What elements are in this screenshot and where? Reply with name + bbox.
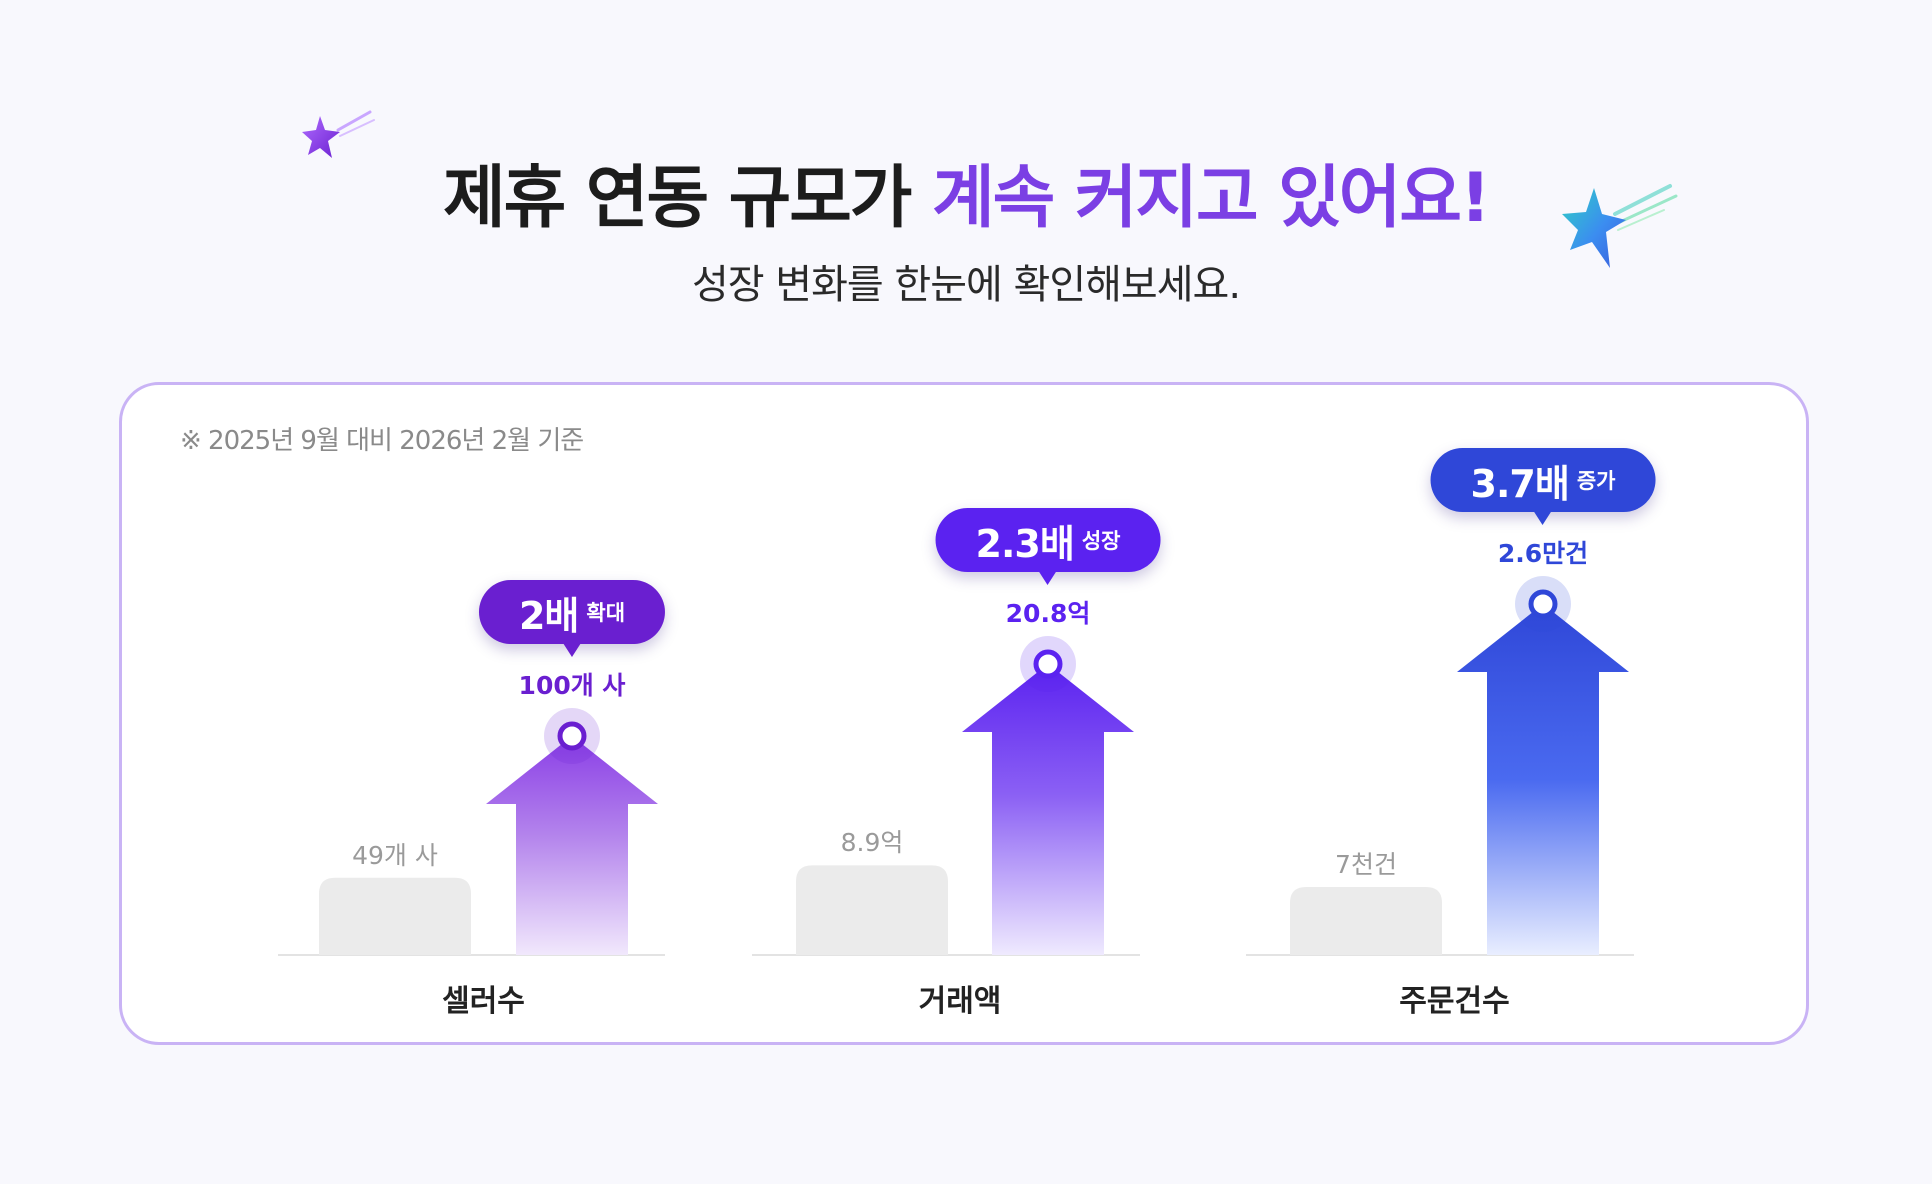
badge-text: 증가	[1576, 469, 1616, 493]
category-label: 주문건수	[1399, 984, 1510, 1019]
before-bar	[1290, 886, 1442, 955]
after-arrow-bar	[1457, 604, 1629, 955]
title-highlight: 계속 커지고 있어요!	[932, 159, 1491, 238]
category-label: 셀러수	[442, 984, 525, 1019]
category-label: 거래액	[918, 984, 1002, 1019]
page-subtitle: 성장 변화를 한눈에 확인해보세요.	[691, 262, 1241, 308]
badge-multiplier: 3.7배	[1470, 461, 1570, 506]
before-bar	[319, 877, 471, 955]
after-arrow-bar	[962, 664, 1134, 955]
badge-multiplier: 2배	[518, 593, 579, 638]
sparkle-star-teal-icon	[1562, 184, 1678, 268]
badge-text: 성장	[1081, 529, 1121, 553]
growth-badge: 2배 확대	[478, 580, 666, 657]
before-value-label: 8.9억	[840, 828, 904, 858]
marker-dot	[1033, 649, 1063, 679]
after-value-label: 2.6만건	[1497, 539, 1589, 568]
sparkle-star-purple-icon	[302, 110, 375, 158]
before-value-label: 49개 사	[352, 840, 438, 870]
before-value-label: 7천건	[1335, 849, 1397, 879]
growth-badge: 2.3배 성장	[935, 508, 1161, 585]
badge-text: 확대	[586, 601, 626, 625]
basis-note: ※ 2025년 9월 대비 2026년 2월 기준	[180, 426, 584, 456]
title-part1: 제휴 연동 규모가	[443, 159, 912, 238]
growth-badge: 3.7배 증가	[1430, 448, 1656, 525]
badge-multiplier: 2.3배	[975, 521, 1075, 566]
marker-dot	[557, 721, 587, 751]
before-bar	[796, 865, 948, 955]
after-value-label: 100개 사	[518, 671, 626, 700]
marker-dot	[1528, 589, 1558, 619]
after-value-label: 20.8억	[1005, 599, 1091, 628]
after-arrow-bar	[486, 736, 658, 955]
page-title: 제휴 연동 규모가 계속 커지고 있어요!	[0, 142, 1932, 241]
